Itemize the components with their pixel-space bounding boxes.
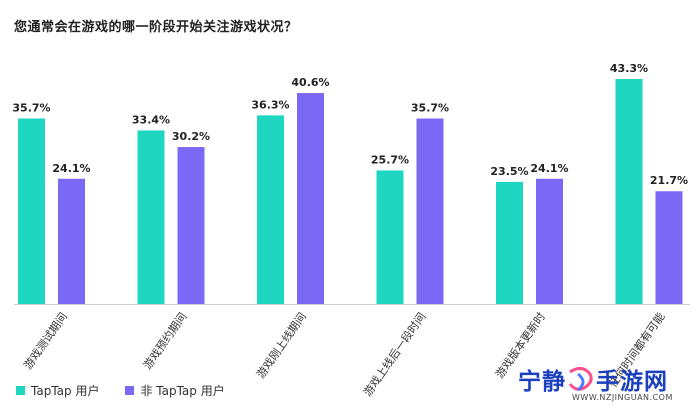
data-label-s0-2: 36.3% — [251, 98, 289, 111]
data-label-s1-4: 24.1% — [530, 162, 568, 175]
bar-s1-4 — [536, 178, 563, 304]
bar-s1-0 — [58, 178, 85, 304]
category-label-2: 游戏刚上线期间 — [253, 310, 309, 381]
data-label-s1-1: 30.2% — [172, 130, 210, 143]
data-label-s1-5: 21.7% — [650, 174, 688, 187]
data-label-s1-0: 24.1% — [52, 162, 90, 175]
data-label-s0-3: 25.7% — [371, 153, 409, 166]
legend-label-taptap: TapTap 用户 — [31, 384, 100, 398]
legend-swatch-non-taptap — [125, 386, 135, 395]
data-label-s0-0: 35.7% — [12, 101, 50, 114]
legend: TapTap 用户 非 TapTap 用户 — [16, 382, 225, 399]
data-label-s1-3: 35.7% — [411, 101, 449, 114]
legend-item-non-taptap: 非 TapTap 用户 — [125, 382, 225, 399]
category-label-3: 游戏上线后一段时间 — [360, 310, 428, 399]
bar-s1-5 — [655, 191, 683, 304]
bar-s1-3 — [416, 118, 444, 305]
data-label-s0-4: 23.5% — [490, 165, 528, 178]
watermark-logo: 宁静 手游网 WWW.NZJINGUAN.COM — [504, 360, 694, 406]
watermark-graphic — [568, 367, 593, 392]
watermark-brand: 宁静 手游网 — [518, 369, 668, 395]
bar-s0-0 — [18, 118, 45, 305]
bar-s0-4 — [496, 181, 523, 304]
bar-s0-1 — [137, 130, 165, 304]
legend-item-taptap: TapTap 用户 — [16, 382, 99, 399]
legend-label-non-taptap: 非 TapTap 用户 — [140, 384, 225, 398]
data-label-s0-5: 43.3% — [610, 62, 648, 75]
category-label-1: 游戏预约期间 — [141, 310, 190, 372]
category-label-0: 游戏测试期间 — [21, 310, 70, 372]
watermark-url: WWW.NZJINGUAN.COM — [572, 393, 673, 402]
bar-s1-2 — [297, 93, 324, 304]
legend-swatch-taptap — [16, 386, 25, 395]
bar-s0-2 — [257, 115, 284, 304]
bar-s1-1 — [177, 147, 205, 304]
data-label-s1-2: 40.6% — [291, 76, 329, 89]
data-label-s0-1: 33.4% — [132, 113, 170, 126]
bar-s0-5 — [615, 79, 643, 304]
chart-title: 您通常会在游戏的哪一阶段开始关注游戏状况？ — [14, 20, 298, 35]
bar-s0-3 — [376, 170, 404, 304]
